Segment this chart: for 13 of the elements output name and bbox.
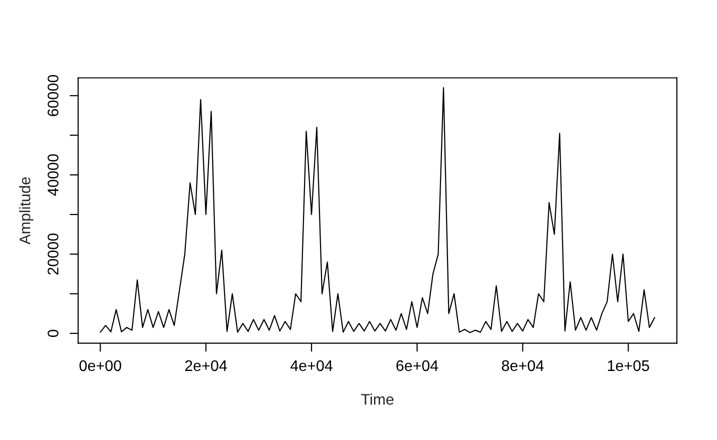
x-tick-label: 6e+04 xyxy=(396,360,438,372)
line-series xyxy=(100,87,656,334)
y-tick-label: 40000 xyxy=(48,154,58,196)
y-tick-label: 60000 xyxy=(48,74,58,116)
y-tick-label: 0 xyxy=(48,330,58,338)
x-tick-label: 4e+04 xyxy=(290,360,333,372)
y-tick-label: 20000 xyxy=(48,233,58,275)
x-tick-label: 1e+05 xyxy=(608,360,650,372)
x-tick-label: 0e+00 xyxy=(79,360,122,372)
x-axis-title: Time xyxy=(361,394,394,405)
y-axis-title: Amplitude xyxy=(19,177,34,244)
x-tick-label: 8e+04 xyxy=(502,360,544,372)
x-tick-label: 2e+04 xyxy=(185,360,227,372)
